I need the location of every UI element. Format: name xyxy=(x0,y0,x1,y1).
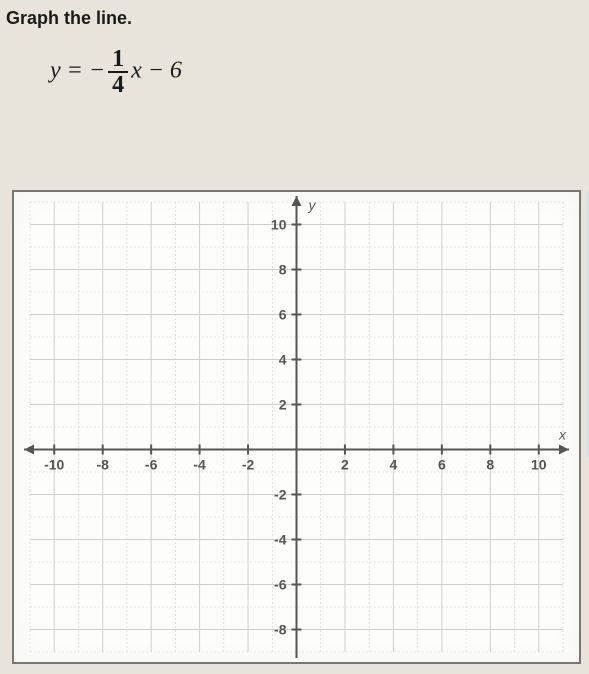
x-tick-label: 10 xyxy=(531,457,547,473)
equation-display: y = −14x − 6 xyxy=(0,37,589,97)
y-tick-label: -8 xyxy=(274,622,287,638)
equation-denominator: 4 xyxy=(108,73,128,97)
x-tick-label: -6 xyxy=(145,457,158,473)
y-tick-label: 2 xyxy=(279,397,287,413)
equation-x: x xyxy=(131,58,142,84)
equation-neg: − xyxy=(89,58,105,84)
equation-y: y xyxy=(50,58,61,84)
equation-numerator: 1 xyxy=(108,47,128,73)
x-tick-label: 8 xyxy=(486,457,494,473)
x-tick-label: 4 xyxy=(390,457,398,473)
x-tick-label: -8 xyxy=(96,457,109,473)
x-tick-label: 2 xyxy=(341,457,349,473)
graph-frame[interactable]: -10 -8 -6 -4 -2 2 4 6 8 10 -8 -6 -4 -2 2 4 6 8 10 y x xyxy=(12,190,581,664)
x-tick-label: 6 xyxy=(438,457,446,473)
instruction-text: Graph the line. xyxy=(0,0,589,37)
x-tick-label: -10 xyxy=(44,457,64,473)
x-arrow-left xyxy=(24,445,34,455)
y-tick-label: -2 xyxy=(274,487,287,503)
equation-fraction: 14 xyxy=(108,47,128,97)
y-arrow-up xyxy=(292,196,302,206)
y-tick-label: 6 xyxy=(279,307,287,323)
x-tick-label: -2 xyxy=(242,457,255,473)
y-tick-label: 8 xyxy=(279,262,287,278)
x-arrow-right xyxy=(559,445,569,455)
y-axis-title: y xyxy=(308,197,317,213)
y-tick-label: -6 xyxy=(274,577,287,593)
equation-constant: 6 xyxy=(170,58,182,84)
x-tick-label: -4 xyxy=(193,457,206,473)
equation-eq: = xyxy=(61,58,89,84)
y-tick-label: 4 xyxy=(279,352,287,368)
y-tick-label: -4 xyxy=(274,532,287,548)
page-container: Graph the line. y = −14x − 6 -10-8-6-4-2… xyxy=(0,0,589,674)
x-axis-title: x xyxy=(558,427,567,443)
cartesian-grid[interactable]: -10 -8 -6 -4 -2 2 4 6 8 10 -8 -6 -4 -2 2 4 6 8 10 y x xyxy=(14,192,579,662)
y-tick-label: 10 xyxy=(271,217,287,233)
equation-minus: − xyxy=(142,58,170,84)
